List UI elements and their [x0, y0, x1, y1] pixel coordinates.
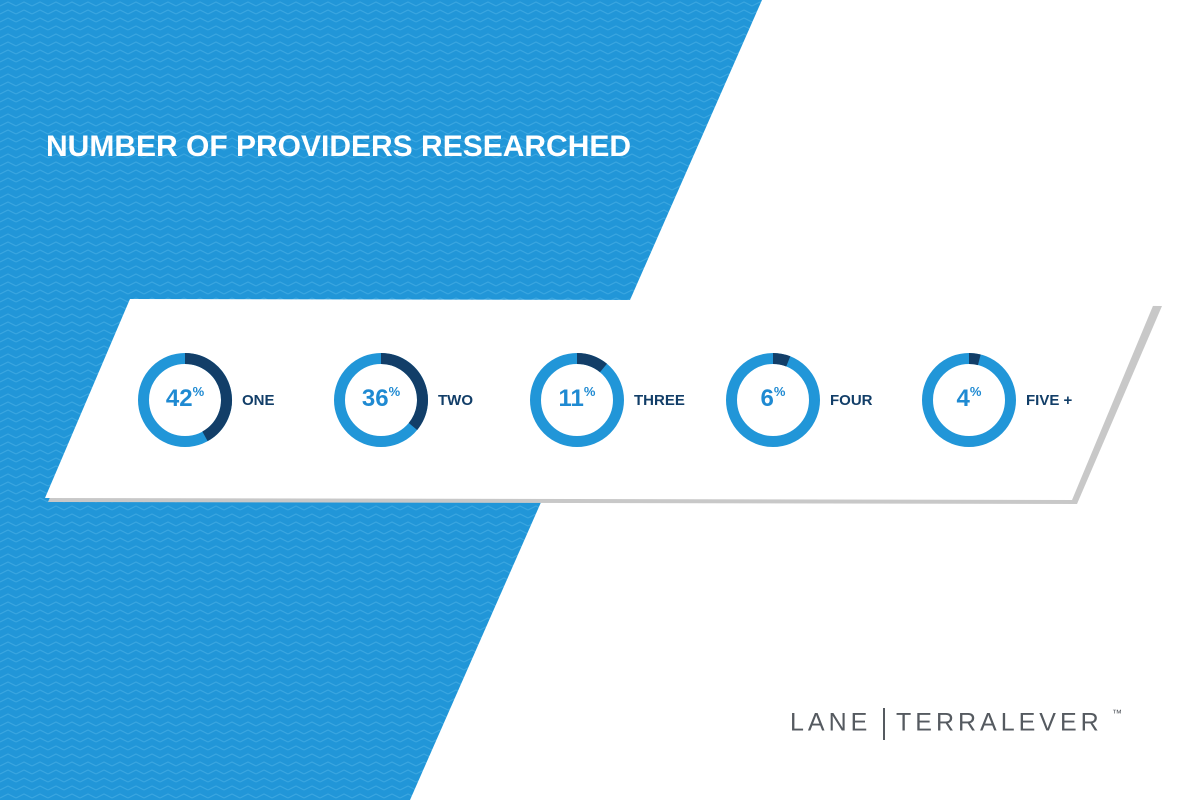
logo: LANE TERRALEVER ™ — [790, 708, 1122, 740]
logo-left: LANE — [790, 709, 871, 737]
value-label: 36% — [362, 384, 401, 412]
value-number: 36 — [362, 385, 389, 412]
value-number: 4 — [957, 385, 971, 412]
donut-row: 42% ONE 36% TWO 11% THREE 6% FOUR 4% FIVE + — [138, 353, 1073, 447]
value-unit: % — [970, 384, 982, 399]
donut-segment — [380, 353, 428, 430]
white-band — [45, 299, 1155, 500]
value-unit: % — [193, 384, 205, 399]
category-label: FOUR — [830, 392, 873, 409]
logo-right: TERRALEVER — [896, 709, 1103, 737]
value-unit: % — [389, 384, 401, 399]
value-number: 6 — [761, 385, 774, 412]
value-label: 42% — [166, 384, 205, 412]
donut-segment — [968, 353, 981, 366]
donut-segment — [184, 353, 232, 442]
donut-segment — [772, 353, 791, 367]
value-label: 6% — [761, 384, 786, 412]
logo-mark: ™ — [1112, 709, 1122, 720]
value-label: 4% — [957, 384, 982, 412]
value-label: 11% — [559, 384, 596, 412]
category-label: FIVE + — [1026, 392, 1073, 409]
chart-title: NUMBER OF PROVIDERS RESEARCHED — [46, 130, 631, 163]
value-unit: % — [774, 384, 786, 399]
value-unit: % — [584, 384, 596, 399]
value-number: 42 — [166, 385, 193, 412]
category-label: ONE — [242, 392, 275, 409]
category-label: THREE — [634, 392, 685, 409]
donut-segment — [576, 353, 607, 373]
category-label: TWO — [438, 392, 473, 409]
value-number: 11 — [559, 385, 584, 412]
